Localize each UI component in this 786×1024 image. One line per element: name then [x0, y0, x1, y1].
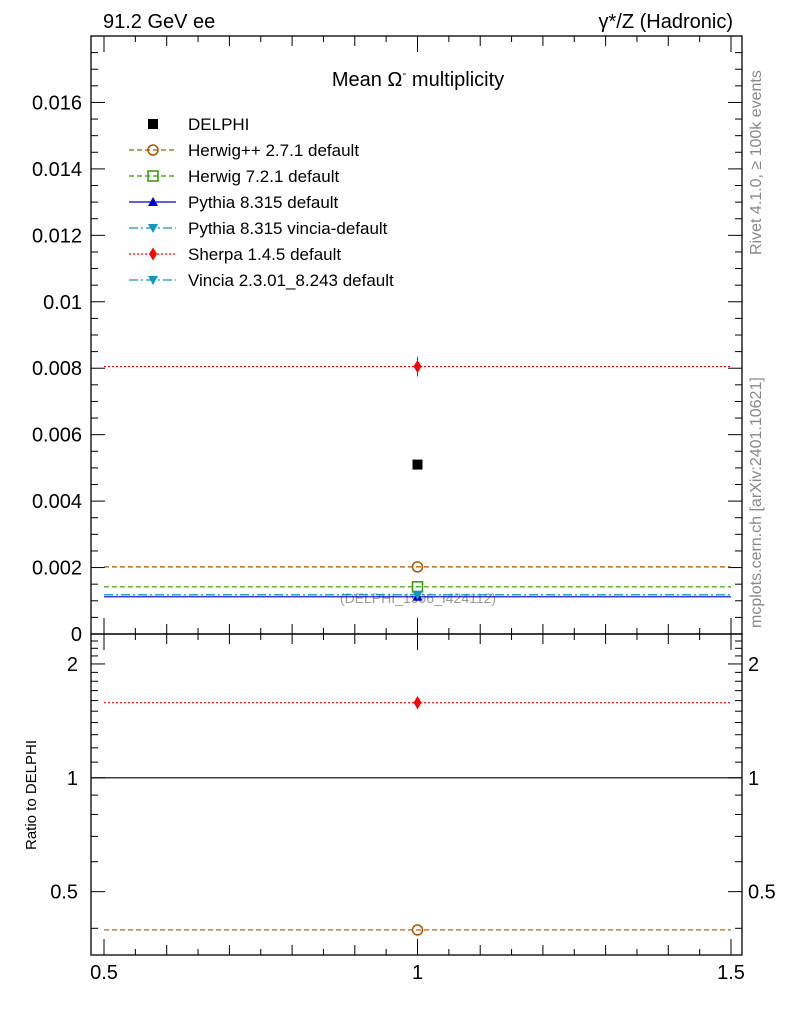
legend-label-delphi: DELPHI [188, 115, 249, 134]
ratio-y-tick-label-left: 2 [67, 654, 78, 676]
x-tick-label: 0.5 [90, 962, 118, 984]
header-energy-label: 91.2 GeV ee [103, 11, 215, 33]
ratio-y-axis-ticks: 0.5 0.5 1 1 2 2 [50, 640, 776, 929]
x-tick-label: 1 [412, 962, 423, 984]
main-y-tick-label: 0.01 [43, 292, 82, 314]
main-y-tick-label: 0.008 [32, 358, 82, 380]
ratio-marker-sherpa [413, 696, 422, 710]
main-series-group [104, 356, 731, 601]
legend-marker-pythia [148, 197, 158, 206]
main-y-tick-label: 0.014 [32, 159, 82, 181]
legend-label-herwig7: Herwig 7.2.1 default [188, 167, 339, 186]
plot-title: Mean Ω- multiplicity [332, 66, 504, 91]
main-y-tick-label: 0.004 [32, 491, 82, 513]
main-y-tick-label: 0.002 [32, 558, 82, 580]
ratio-y-tick-label-left: 1 [67, 768, 78, 790]
main-y-tick-label: 0 [71, 624, 82, 646]
x-axis-ticks: 0.5 1 1.5 [90, 36, 745, 984]
ratio-y-tick-label-right: 1 [748, 768, 759, 790]
series-marker-herwigpp [411, 561, 424, 573]
ratio-y-axis-label: Ratio to DELPHI [23, 740, 40, 850]
main-y-tick-label: 0.016 [32, 92, 82, 114]
ratio-y-tick-label-right: 2 [748, 654, 759, 676]
legend: DELPHI Herwig++ 2.7.1 default Herwig 7.2.1… [129, 115, 394, 290]
legend-marker-herwigpp [147, 144, 159, 156]
legend-label-pythia_vincia: Pythia 8.315 vincia-default [188, 219, 388, 238]
series-marker-vincia [412, 590, 423, 600]
x-tick-label: 1.5 [717, 962, 745, 984]
ratio-y-tick-label-right: 0.5 [748, 882, 776, 904]
ratio-y-tick-label-left: 0.5 [50, 882, 78, 904]
legend-marker-delphi [148, 119, 158, 129]
legend-label-sherpa: Sherpa 1.4.5 default [188, 245, 341, 264]
legend-marker-pythia_vincia [148, 224, 158, 233]
legend-marker-vincia [148, 276, 158, 285]
main-y-axis-ticks: 0 0.002 0.004 0.006 0.008 0.01 0.012 0.014 0.016 [32, 35, 742, 646]
legend-label-herwigpp: Herwig++ 2.7.1 default [188, 141, 359, 160]
series-marker-delphi [412, 459, 423, 470]
legend-label-pythia: Pythia 8.315 default [188, 193, 339, 212]
ratio-marker-herwigpp [411, 924, 424, 936]
ratio-series-group [91, 696, 742, 936]
legend-label-vincia: Vincia 2.3.01_8.243 default [188, 271, 394, 290]
header-process-label: γ*/Z (Hadronic) [599, 11, 733, 33]
legend-marker-sherpa [149, 247, 157, 261]
mcplots-source-label: mcplots.cern.ch [arXiv:2401.10621] [748, 377, 765, 628]
main-y-tick-label: 0.006 [32, 425, 82, 447]
series-marker-sherpa [413, 360, 422, 374]
legend-marker-herwig7 [147, 170, 159, 182]
rivet-version-label: Rivet 4.1.0, ≥ 100k events [748, 70, 765, 255]
ratio-plot-frame [90, 633, 743, 956]
main-y-tick-label: 0.012 [32, 225, 82, 247]
